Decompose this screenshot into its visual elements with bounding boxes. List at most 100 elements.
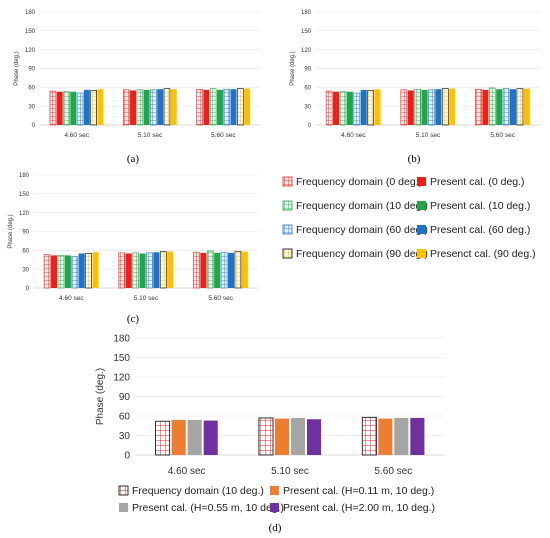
bar (63, 91, 70, 126)
bar (203, 89, 210, 125)
bar (449, 88, 456, 125)
y-tick-label: 120 (113, 373, 130, 384)
legend-swatch (118, 485, 129, 496)
y-tick-label: 90 (119, 392, 131, 403)
bar (214, 252, 221, 288)
bar (132, 252, 139, 289)
y-tick-label: 30 (28, 104, 35, 110)
bar (339, 91, 347, 126)
chart-a: 0 30 60 90 120 150 180 Phase (deg.) 4.60 sec 5.10… (14, 10, 260, 139)
bar (360, 89, 367, 125)
legend-d: Frequency domain (10 deg.) Present cal. (… (118, 485, 435, 514)
y-tick-label: 0 (308, 123, 312, 129)
bar (136, 89, 144, 126)
bar (209, 88, 217, 126)
bar (51, 255, 58, 288)
y-tick-label: 60 (304, 85, 311, 91)
bar (230, 89, 237, 125)
y-tick-label: 0 (124, 451, 130, 462)
bar (159, 251, 167, 289)
panel-label-a: (a) (127, 153, 140, 165)
legend-label: Present cal. (0 deg.) (430, 176, 525, 188)
bar (71, 256, 79, 289)
bar (346, 91, 353, 125)
bar (407, 90, 414, 125)
bar (488, 87, 496, 126)
y-tick-label: 150 (301, 29, 312, 35)
bar (400, 89, 408, 126)
legend-swatch (282, 176, 293, 187)
bar (241, 251, 248, 288)
y-tick-label: 180 (19, 173, 30, 179)
x-category-label: 5.60 sec (211, 132, 236, 139)
bar (234, 251, 242, 289)
bar (258, 417, 274, 456)
chart-c: 0 30 60 90 120 150 180 Phase (deg.) 4.60 sec 5.10… (8, 173, 258, 302)
y-tick-label: 150 (25, 29, 36, 35)
y-tick-label: 180 (25, 10, 36, 16)
x-category-label: 4.60 sec (341, 132, 366, 139)
bar (220, 251, 228, 289)
bar (428, 89, 435, 126)
bar (170, 89, 177, 125)
legend-swatch (270, 503, 279, 512)
bar (482, 89, 489, 125)
legend-label: Present cal. (H=0.11 m, 10 deg.) (283, 485, 434, 497)
chart-d: 0 30 60 90 120 150 180 Phase (deg.) 4.60 sec 5.10… (95, 334, 445, 477)
x-category-label: 5.60 sec (490, 132, 515, 139)
bar (155, 420, 171, 456)
bar (167, 251, 174, 288)
bar (523, 88, 530, 125)
bar (496, 89, 503, 125)
bar (361, 416, 377, 456)
legend-abc: Frequency domain (0 deg.) Present cal. (0… (282, 176, 536, 260)
legend-swatch (417, 201, 426, 210)
bar (83, 89, 90, 125)
legend-swatch (417, 177, 426, 186)
bar (187, 419, 202, 455)
bar (441, 88, 449, 126)
bar (516, 88, 524, 126)
legend-label: Frequency domain (10 deg.) (296, 200, 428, 212)
bar (325, 90, 333, 126)
bar (43, 254, 51, 289)
bar (78, 253, 85, 288)
bar (421, 89, 428, 125)
y-tick-label: 180 (301, 10, 312, 16)
bar (97, 89, 104, 125)
bar (92, 252, 99, 288)
bar (502, 88, 510, 126)
bar (171, 419, 186, 455)
bar (244, 88, 251, 125)
bar (143, 89, 150, 125)
bar (353, 92, 361, 126)
y-tick-label: 90 (28, 67, 35, 73)
y-axis-title: Phase (deg.) (95, 368, 106, 425)
bar (414, 88, 421, 126)
bar (146, 252, 153, 289)
legend-label: Frequency domain (60 deg.) (296, 224, 428, 236)
y-tick-label: 90 (304, 67, 311, 73)
legend-label: Presenct cal. (90 deg.) (430, 248, 536, 260)
bar (435, 89, 442, 125)
legend-label: Frequency domain (10 deg.) (132, 485, 264, 497)
bar (227, 252, 235, 288)
bar (223, 88, 231, 126)
y-tick-label: 30 (22, 267, 29, 273)
bar (374, 89, 381, 125)
x-category-label: 4.60 sec (168, 466, 206, 477)
bar (64, 255, 71, 288)
x-category-label: 5.10 sec (271, 466, 309, 477)
bar (125, 253, 132, 288)
bar (378, 418, 393, 455)
bar (56, 91, 63, 125)
legend-label: Present cal. (10 deg.) (430, 200, 530, 212)
x-category-label: 5.10 sec (138, 132, 163, 139)
bar (203, 420, 218, 455)
bar (290, 417, 306, 455)
bar (306, 419, 322, 455)
y-axis-title: Phase (deg.) (8, 214, 14, 248)
bar (367, 90, 374, 126)
legend-swatch (282, 200, 293, 211)
